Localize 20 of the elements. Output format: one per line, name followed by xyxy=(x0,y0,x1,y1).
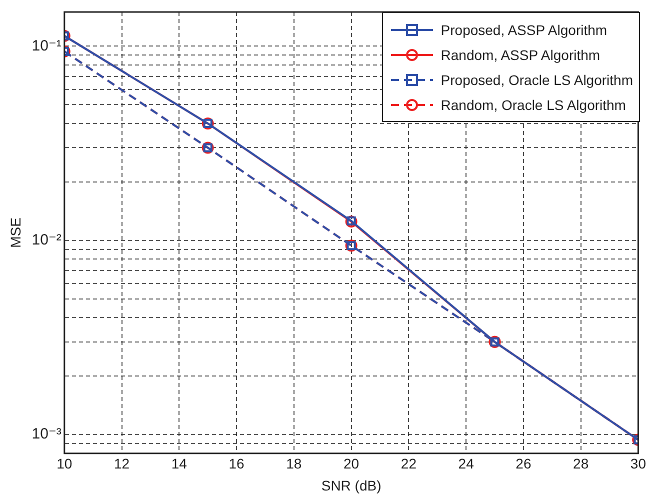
y-tick-label: 10⁻¹ xyxy=(32,37,62,54)
legend-label: Random, ASSP Algorithm xyxy=(440,46,600,62)
x-tick-label: 12 xyxy=(114,456,130,472)
y-tick-label: 10⁻² xyxy=(32,232,62,249)
x-tick-label: 18 xyxy=(286,456,302,472)
x-tick-label: 10 xyxy=(56,456,72,472)
legend-label: Proposed, Oracle LS Algorithm xyxy=(440,72,633,88)
x-tick-label: 22 xyxy=(400,456,417,472)
legend-label: Random, Oracle LS Algorithm xyxy=(440,96,626,112)
y-axis-title: MSE xyxy=(7,218,24,248)
x-tick-label: 26 xyxy=(516,456,532,472)
x-tick-label: 28 xyxy=(573,456,589,472)
x-tick-label: 30 xyxy=(630,456,646,472)
x-axis-title: SNR (dB) xyxy=(321,477,382,494)
x-tick-label: 14 xyxy=(171,456,188,472)
x-tick-label: 24 xyxy=(458,456,474,472)
x-tick-label: 20 xyxy=(344,456,360,472)
legend-label: Proposed, ASSP Algorithm xyxy=(440,22,608,38)
y-tick-label: 10⁻³ xyxy=(32,426,62,443)
x-tick-label: 16 xyxy=(228,456,245,472)
